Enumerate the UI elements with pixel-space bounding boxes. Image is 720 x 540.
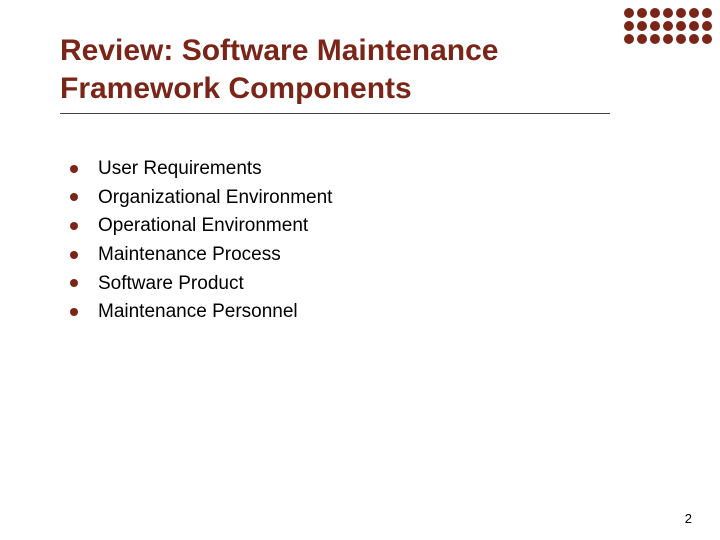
decoration-dot <box>689 34 699 44</box>
bullet-icon <box>70 279 78 287</box>
decoration-dot <box>676 8 686 18</box>
list-item: Organizational Environment <box>70 185 332 211</box>
bullet-icon <box>70 222 78 230</box>
bullet-text: Maintenance Personnel <box>98 299 298 325</box>
decoration-dot <box>650 8 660 18</box>
decoration-dot <box>663 8 673 18</box>
bullet-list: User Requirements Organizational Environm… <box>70 156 332 328</box>
list-item: User Requirements <box>70 156 332 182</box>
bullet-icon <box>70 251 78 259</box>
decoration-dot <box>650 21 660 31</box>
decoration-dot <box>624 34 634 44</box>
list-item: Maintenance Process <box>70 242 332 268</box>
slide-title: Review: Software Maintenance Framework C… <box>60 32 610 107</box>
decoration-dot <box>676 21 686 31</box>
page-number: 2 <box>685 511 692 526</box>
decoration-dot <box>637 34 647 44</box>
bullet-text: Organizational Environment <box>98 185 332 211</box>
title-container: Review: Software Maintenance Framework C… <box>60 32 610 114</box>
decoration-dot <box>637 21 647 31</box>
decoration-dot <box>702 34 712 44</box>
bullet-icon <box>70 308 78 316</box>
decoration-dot <box>637 8 647 18</box>
decoration-dot <box>650 34 660 44</box>
decoration-dot <box>689 21 699 31</box>
bullet-text: Operational Environment <box>98 213 308 239</box>
list-item: Operational Environment <box>70 213 332 239</box>
list-item: Software Product <box>70 271 332 297</box>
bullet-text: User Requirements <box>98 156 262 182</box>
corner-dots-decoration <box>624 8 712 44</box>
decoration-dot <box>702 8 712 18</box>
decoration-dot <box>663 34 673 44</box>
bullet-text: Software Product <box>98 271 244 297</box>
bullet-text: Maintenance Process <box>98 242 281 268</box>
bullet-icon <box>70 193 78 201</box>
decoration-dot <box>676 34 686 44</box>
decoration-dot <box>689 8 699 18</box>
list-item: Maintenance Personnel <box>70 299 332 325</box>
decoration-dot <box>624 8 634 18</box>
decoration-dot <box>663 21 673 31</box>
decoration-dot <box>624 21 634 31</box>
decoration-dot <box>702 21 712 31</box>
bullet-icon <box>70 165 78 173</box>
